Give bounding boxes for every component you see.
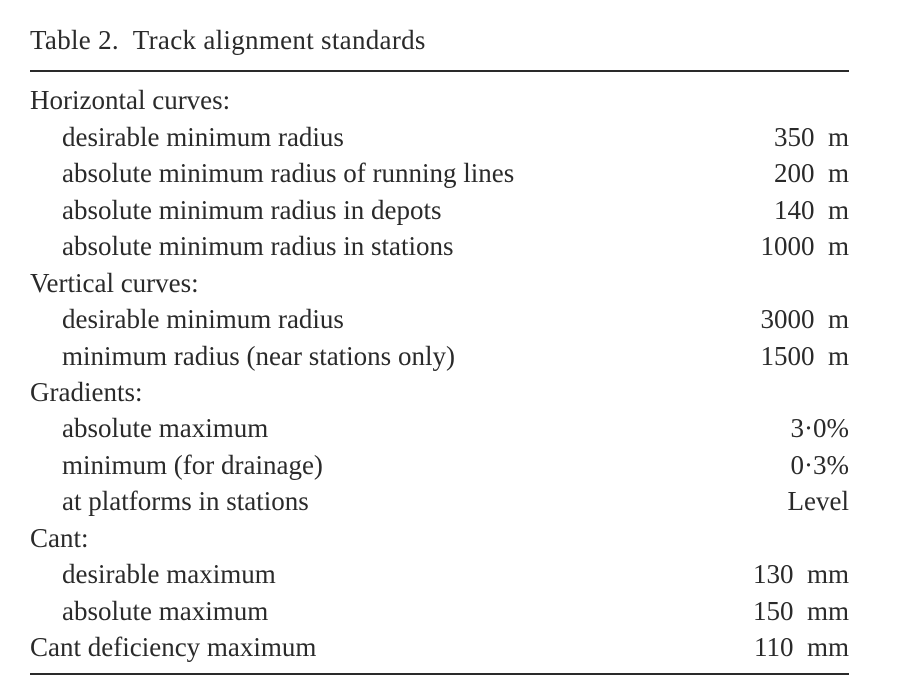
section-heading: Vertical curves: [30,265,849,301]
row-value: 140 m [709,192,849,228]
table-row: Cant deficiency maximum 110 mm [30,629,849,665]
table-row: desirable minimum radius 3000 m [30,301,849,337]
table-page: Table 2. Track alignment standards Horiz… [0,0,909,649]
row-label: absolute minimum radius of running lines [30,155,514,191]
row-label: desirable minimum radius [30,301,344,337]
row-value: 1000 m [709,228,849,264]
table-row: absolute minimum radius in stations 1000… [30,228,849,264]
table-row: minimum radius (near stations only) 1500… [30,338,849,374]
section-heading: Cant: [30,520,849,556]
section-heading-label: Gradients: [30,374,142,410]
table-row: minimum (for drainage) 0·3% [30,447,849,483]
row-label: desirable minimum radius [30,119,344,155]
table-row: absolute maximum 150 mm [30,593,849,629]
row-label: absolute minimum radius in depots [30,192,441,228]
row-label: absolute maximum [30,410,268,446]
row-value: 3000 m [709,301,849,337]
row-value: 130 mm [709,556,849,592]
table-row: desirable maximum 130 mm [30,556,849,592]
row-value: 0·3% [709,447,849,483]
section-heading-label: Horizontal curves: [30,82,230,118]
table-row: absolute minimum radius in depots 140 m [30,192,849,228]
row-label: minimum radius (near stations only) [30,338,455,374]
section-heading: Gradients: [30,374,849,410]
row-value: 3·0% [709,410,849,446]
table-row: absolute minimum radius of running lines… [30,155,849,191]
row-label: at platforms in stations [30,483,309,519]
row-value: 150 mm [709,593,849,629]
table-body: Horizontal curves: desirable minimum rad… [30,72,849,673]
row-value: 200 m [709,155,849,191]
row-label: absolute maximum [30,593,268,629]
row-value: 350 m [709,119,849,155]
row-label: desirable maximum [30,556,276,592]
table-row: desirable minimum radius 350 m [30,119,849,155]
table-row: at platforms in stations Level [30,483,849,519]
row-value: 110 mm [709,629,849,665]
section-heading-label: Vertical curves: [30,265,199,301]
row-value: 1500 m [709,338,849,374]
row-value: Level [709,483,849,519]
row-label: Cant deficiency maximum [30,629,316,665]
table-row: absolute maximum 3·0% [30,410,849,446]
table-title: Table 2. Track alignment standards [30,22,849,58]
row-label: absolute minimum radius in stations [30,228,453,264]
section-heading: Horizontal curves: [30,82,849,118]
row-label: minimum (for drainage) [30,447,323,483]
section-heading-label: Cant: [30,520,89,556]
